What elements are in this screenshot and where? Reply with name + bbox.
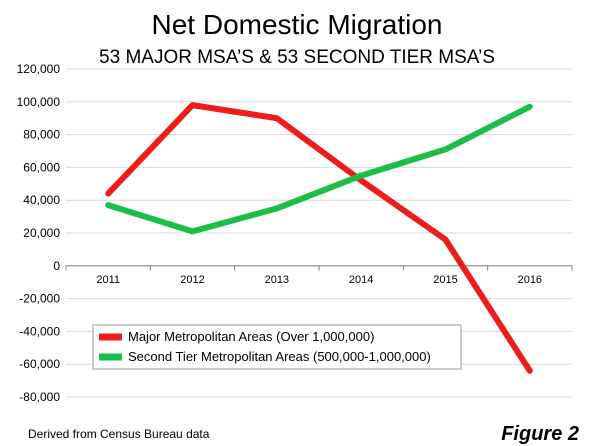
x-tick-label: 2016: [518, 274, 542, 286]
y-tick-label: 100,000: [17, 95, 61, 109]
x-tick-label: 2011: [96, 274, 120, 286]
chart-subtitle: 53 MAJOR MSA’S & 53 SECOND TIER MSA’S: [99, 47, 495, 68]
y-tick-label: 20,000: [23, 226, 60, 240]
footnote: Derived from Census Bureau data: [28, 427, 210, 441]
x-tick-label: 2015: [433, 274, 457, 286]
y-tick-label: -80,000: [19, 390, 60, 404]
series-lines: [105, 102, 533, 374]
y-tick-label: 120,000: [17, 62, 61, 76]
x-axis-ticks: 2011 2012 2013 2014 2015 2016: [65, 265, 573, 286]
legend-box: [92, 324, 462, 370]
y-tick-label: -40,000: [19, 324, 60, 338]
y-tick-label: -60,000: [19, 357, 60, 371]
figure-label: Figure 2: [501, 423, 579, 445]
y-tick-label: 40,000: [23, 193, 60, 207]
legend-label-major: Major Metropolitan Areas (Over 1,000,000…: [128, 329, 374, 344]
x-tick-label: 2012: [180, 274, 204, 286]
y-tick-label: 60,000: [23, 160, 60, 174]
series-line-second-tier: [105, 103, 533, 235]
y-tick-label: 80,000: [23, 128, 60, 142]
x-tick-label: 2013: [265, 274, 289, 286]
x-tick-label: 2014: [349, 274, 373, 286]
legend: Major Metropolitan Areas (Over 1,000,000…: [92, 324, 462, 370]
chart-title: Net Domestic Migration: [152, 9, 443, 40]
y-axis-ticks: 120,000 100,000 80,000 60,000 40,000 20,000 0 -…: [17, 62, 61, 404]
legend-label-second-tier: Second Tier Metropolitan Areas (500,000-…: [128, 349, 431, 364]
y-tick-label: -20,000: [19, 292, 60, 306]
y-tick-label: 0: [53, 259, 60, 273]
series-line-major: [105, 102, 533, 374]
